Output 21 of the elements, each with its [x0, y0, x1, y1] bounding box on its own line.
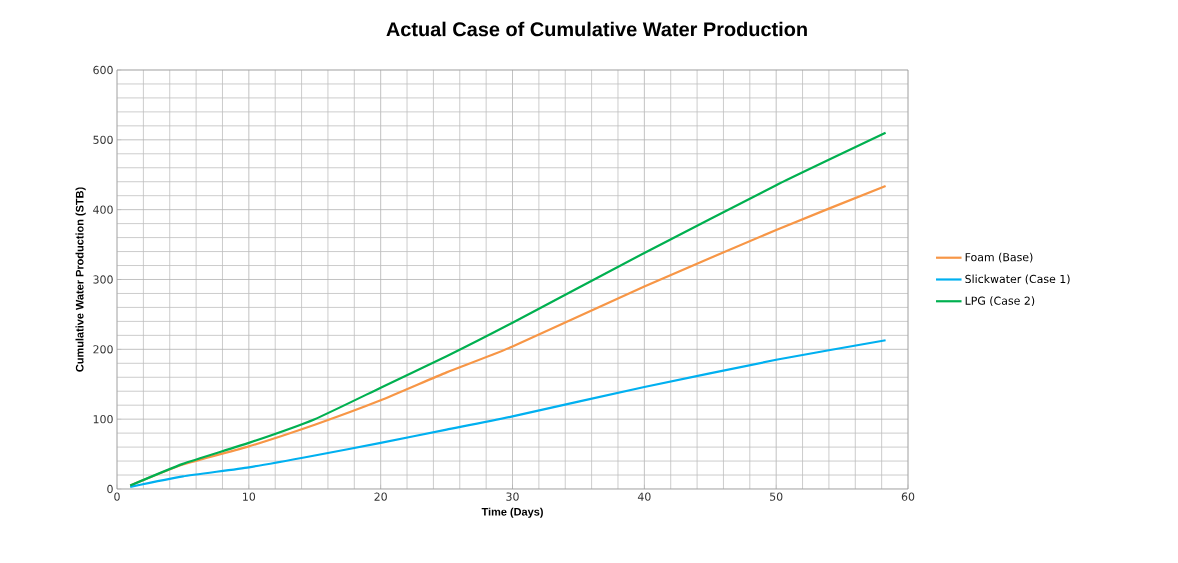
y-tick-label: 0 [107, 484, 113, 494]
legend-label: Slickwater (Case 1) [965, 274, 1070, 285]
x-tick-label: 30 [506, 492, 519, 501]
legend-label: LPG (Case 2) [965, 296, 1035, 307]
x-axis-title: Time (Days) [481, 507, 543, 518]
x-tick-label: 50 [770, 492, 783, 501]
x-tick-label: 20 [374, 492, 387, 501]
line-series [129, 339, 887, 488]
y-tick-label: 300 [93, 275, 113, 284]
y-tick-label: 500 [93, 135, 113, 144]
x-tick-label: 0 [114, 492, 120, 501]
y-tick-label: 200 [93, 345, 113, 354]
x-tick-label: 60 [901, 492, 915, 501]
y-tick-label: 400 [93, 205, 113, 214]
y-axis-title: Cumulative Water Production (STB) [75, 187, 86, 372]
x-tick-label: 40 [637, 492, 651, 501]
x-tick-label: 10 [243, 492, 256, 501]
y-tick-label: 600 [93, 65, 113, 75]
y-tick-label: 100 [93, 415, 113, 424]
legend-label: Foam (Base) [965, 252, 1033, 263]
chart-title: Actual Case of Cumulative Water Production [386, 21, 807, 37]
